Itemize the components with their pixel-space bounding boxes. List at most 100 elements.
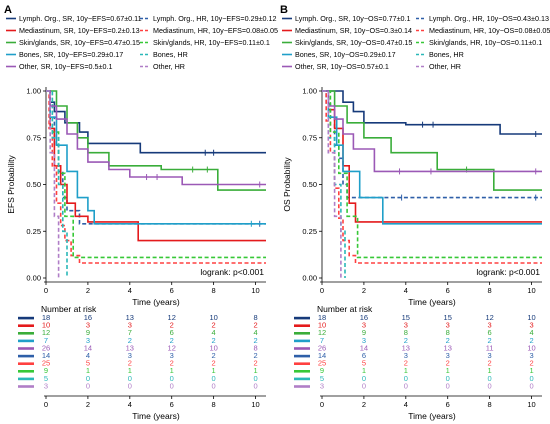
risk-count: 6 <box>488 328 492 337</box>
risk-x-tick-label: 10 <box>251 400 259 409</box>
risk-count: 0 <box>404 381 408 390</box>
risk-count: 14 <box>318 351 326 360</box>
risk-count: 0 <box>362 374 366 383</box>
curve-skin_sr <box>46 90 266 191</box>
risk-x-tick-label: 8 <box>488 400 492 409</box>
curve-med_hr <box>322 90 542 264</box>
x-axis-title: Time (years) <box>132 297 180 307</box>
risk-count: 13 <box>126 313 134 322</box>
legend-entry: Lymph. Org., HR, 10y−OS=0.43±0.13 <box>429 14 549 23</box>
x-tick-label: 6 <box>446 286 450 295</box>
risk-count: 0 <box>529 374 533 383</box>
risk-count: 2 <box>529 336 533 345</box>
risk-count: 4 <box>529 328 533 337</box>
curve-lymph_hr <box>322 90 542 199</box>
risk-count: 1 <box>529 366 533 375</box>
x-tick-label: 8 <box>488 286 492 295</box>
x-tick-label: 4 <box>404 286 408 295</box>
risk-count: 16 <box>84 313 92 322</box>
legend-entry: Lymph. Org., SR, 10y−EFS=0.67±0.11 <box>19 14 142 23</box>
risk-count: 2 <box>212 351 216 360</box>
legend-entry: Lymph. Org., SR, 10y−OS=0.77±0.1 <box>295 14 411 23</box>
risk-row-swatch <box>18 332 34 335</box>
risk-row-swatch <box>18 377 34 381</box>
x-tick-label: 10 <box>527 286 535 295</box>
risk-row-swatch <box>18 324 34 327</box>
risk-x-tick-label: 6 <box>446 400 450 409</box>
risk-count: 3 <box>446 351 450 360</box>
legend-entry: Other, HR <box>429 62 461 71</box>
curve-other_hr <box>46 90 60 278</box>
risk-count: 10 <box>42 321 50 330</box>
legend-entry: Bones, SR, 10y−EFS=0.29±0.17 <box>19 50 123 59</box>
risk-count: 0 <box>170 381 174 390</box>
y-tick-label: 1.00 <box>302 87 317 96</box>
risk-x-tick-label: 4 <box>128 400 132 409</box>
risk-row-swatch <box>18 347 34 350</box>
risk-count: 2 <box>488 336 492 345</box>
risk-title: Number at risk <box>317 304 373 314</box>
y-tick-label: 0.50 <box>26 180 41 189</box>
risk-count: 9 <box>362 328 366 337</box>
risk-count: 14 <box>360 343 368 352</box>
risk-row-swatch <box>18 354 34 358</box>
risk-x-tick-label: 10 <box>527 400 535 409</box>
risk-count: 5 <box>44 374 48 383</box>
risk-count: 6 <box>362 351 366 360</box>
panel-b: B Lymph. Org., SR, 10y−OS=0.77±0.1 Lymph. … <box>280 4 550 421</box>
risk-count: 0 <box>128 381 132 390</box>
risk-count: 8 <box>253 343 257 352</box>
y-tick-label: 0.00 <box>302 274 317 283</box>
y-axis-title: EFS Probability <box>6 154 16 213</box>
legend: Lymph. Org., SR, 10y−EFS=0.67±0.11 Lymph.… <box>6 14 278 71</box>
risk-count: 3 <box>362 321 366 330</box>
y-tick-label: 0.25 <box>302 227 317 236</box>
curve-lymph_sr <box>46 90 266 154</box>
x-tick-label: 8 <box>212 286 216 295</box>
y-tick-label: 0.50 <box>302 180 317 189</box>
y-tick-label: 0.00 <box>26 274 41 283</box>
risk-count: 12 <box>168 343 176 352</box>
risk-count: 7 <box>128 328 132 337</box>
risk-count: 2 <box>128 336 132 345</box>
risk-row-swatch <box>294 332 310 335</box>
risk-row-swatch <box>294 339 310 343</box>
risk-count: 0 <box>446 374 450 383</box>
risk-count: 8 <box>253 313 257 322</box>
risk-row-swatch <box>294 354 310 358</box>
risk-row-swatch <box>294 377 310 381</box>
risk-count: 10 <box>527 343 535 352</box>
risk-count: 5 <box>320 374 324 383</box>
curve-lymph_sr <box>322 90 542 135</box>
risk-row-swatch <box>294 370 310 373</box>
risk-title: Number at risk <box>41 304 97 314</box>
legend-entry: Bones, HR <box>153 50 188 59</box>
risk-x-axis-title: Time (years) <box>132 411 180 421</box>
curve-lymph_hr <box>46 90 266 225</box>
legend-entry: Skin/glands, HR, 10y−OS=0.11±0.1 <box>429 38 542 47</box>
risk-count: 0 <box>529 381 533 390</box>
legend-entry: Other, HR <box>153 62 185 71</box>
risk-count: 0 <box>488 374 492 383</box>
risk-count: 2 <box>170 321 174 330</box>
logrank-annotation: logrank: p<0.001 <box>200 267 264 277</box>
y-tick-label: 0.75 <box>26 133 41 142</box>
curve-skin_hr <box>322 90 542 259</box>
risk-count: 5 <box>86 359 90 368</box>
curve-other_hr <box>322 90 342 278</box>
risk-count: 12 <box>485 313 493 322</box>
panel-letter: B <box>280 4 288 16</box>
legend-entry: Mediastinum, SR, 10y−OS=0.3±0.14 <box>295 26 412 35</box>
risk-count: 15 <box>444 313 452 322</box>
x-tick-label: 6 <box>170 286 174 295</box>
risk-count: 0 <box>212 374 216 383</box>
risk-count: 2 <box>529 359 533 368</box>
risk-row-swatch <box>294 324 310 327</box>
legend-entry: Other, SR, 10y−OS=0.57±0.1 <box>295 62 389 71</box>
risk-count: 2 <box>446 359 450 368</box>
risk-count: 1 <box>404 366 408 375</box>
curve-skin_hr <box>46 90 266 259</box>
risk-count: 10 <box>209 343 217 352</box>
risk-count: 16 <box>360 313 368 322</box>
risk-row-swatch <box>294 362 310 365</box>
